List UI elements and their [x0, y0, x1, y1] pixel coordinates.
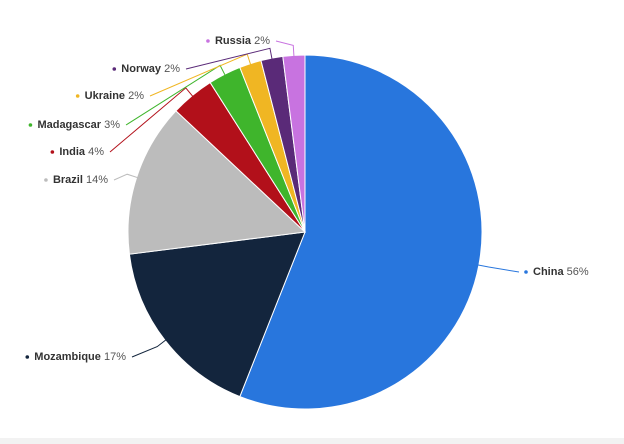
- data-label: Madagascar 3%: [37, 119, 120, 131]
- label-dot: [25, 355, 30, 359]
- value-label: 2%: [128, 90, 144, 102]
- category-name: Russia: [215, 35, 252, 47]
- data-label: China 56%: [533, 266, 589, 278]
- data-label: India 4%: [59, 146, 104, 158]
- value-label: 4%: [88, 146, 104, 158]
- value-label: 14%: [86, 174, 108, 186]
- category-name: Ukraine: [85, 90, 125, 102]
- data-label: Norway 2%: [121, 63, 180, 75]
- label-dot: [50, 150, 55, 154]
- value-label: 2%: [164, 63, 180, 75]
- label-dot: [44, 178, 48, 182]
- data-label: Ukraine 2%: [85, 90, 145, 102]
- category-name: Norway: [121, 63, 162, 75]
- data-label: Brazil 14%: [53, 174, 108, 186]
- leader-line: [185, 47, 273, 70]
- value-label: 3%: [104, 119, 120, 131]
- label-dot: [524, 270, 528, 274]
- label-dot: [112, 67, 117, 71]
- leader-line: [131, 338, 168, 358]
- category-name: Mozambique: [34, 351, 101, 363]
- leader-line: [275, 40, 295, 58]
- footer-band: [0, 438, 624, 444]
- label-dot: [206, 39, 210, 43]
- leader-line: [109, 87, 194, 153]
- category-name: Brazil: [53, 174, 83, 186]
- data-label: Russia 2%: [215, 35, 270, 47]
- value-label: 17%: [104, 351, 126, 363]
- category-name: Madagascar: [37, 119, 101, 131]
- category-name: India: [59, 146, 86, 158]
- data-label: Mozambique 17%: [34, 351, 126, 363]
- label-dot: [28, 123, 33, 127]
- leader-line: [113, 173, 139, 181]
- leader-line: [476, 264, 520, 273]
- label-dot: [75, 94, 80, 98]
- value-label: 2%: [254, 35, 270, 47]
- value-label: 56%: [567, 266, 589, 278]
- category-name: China: [533, 266, 564, 278]
